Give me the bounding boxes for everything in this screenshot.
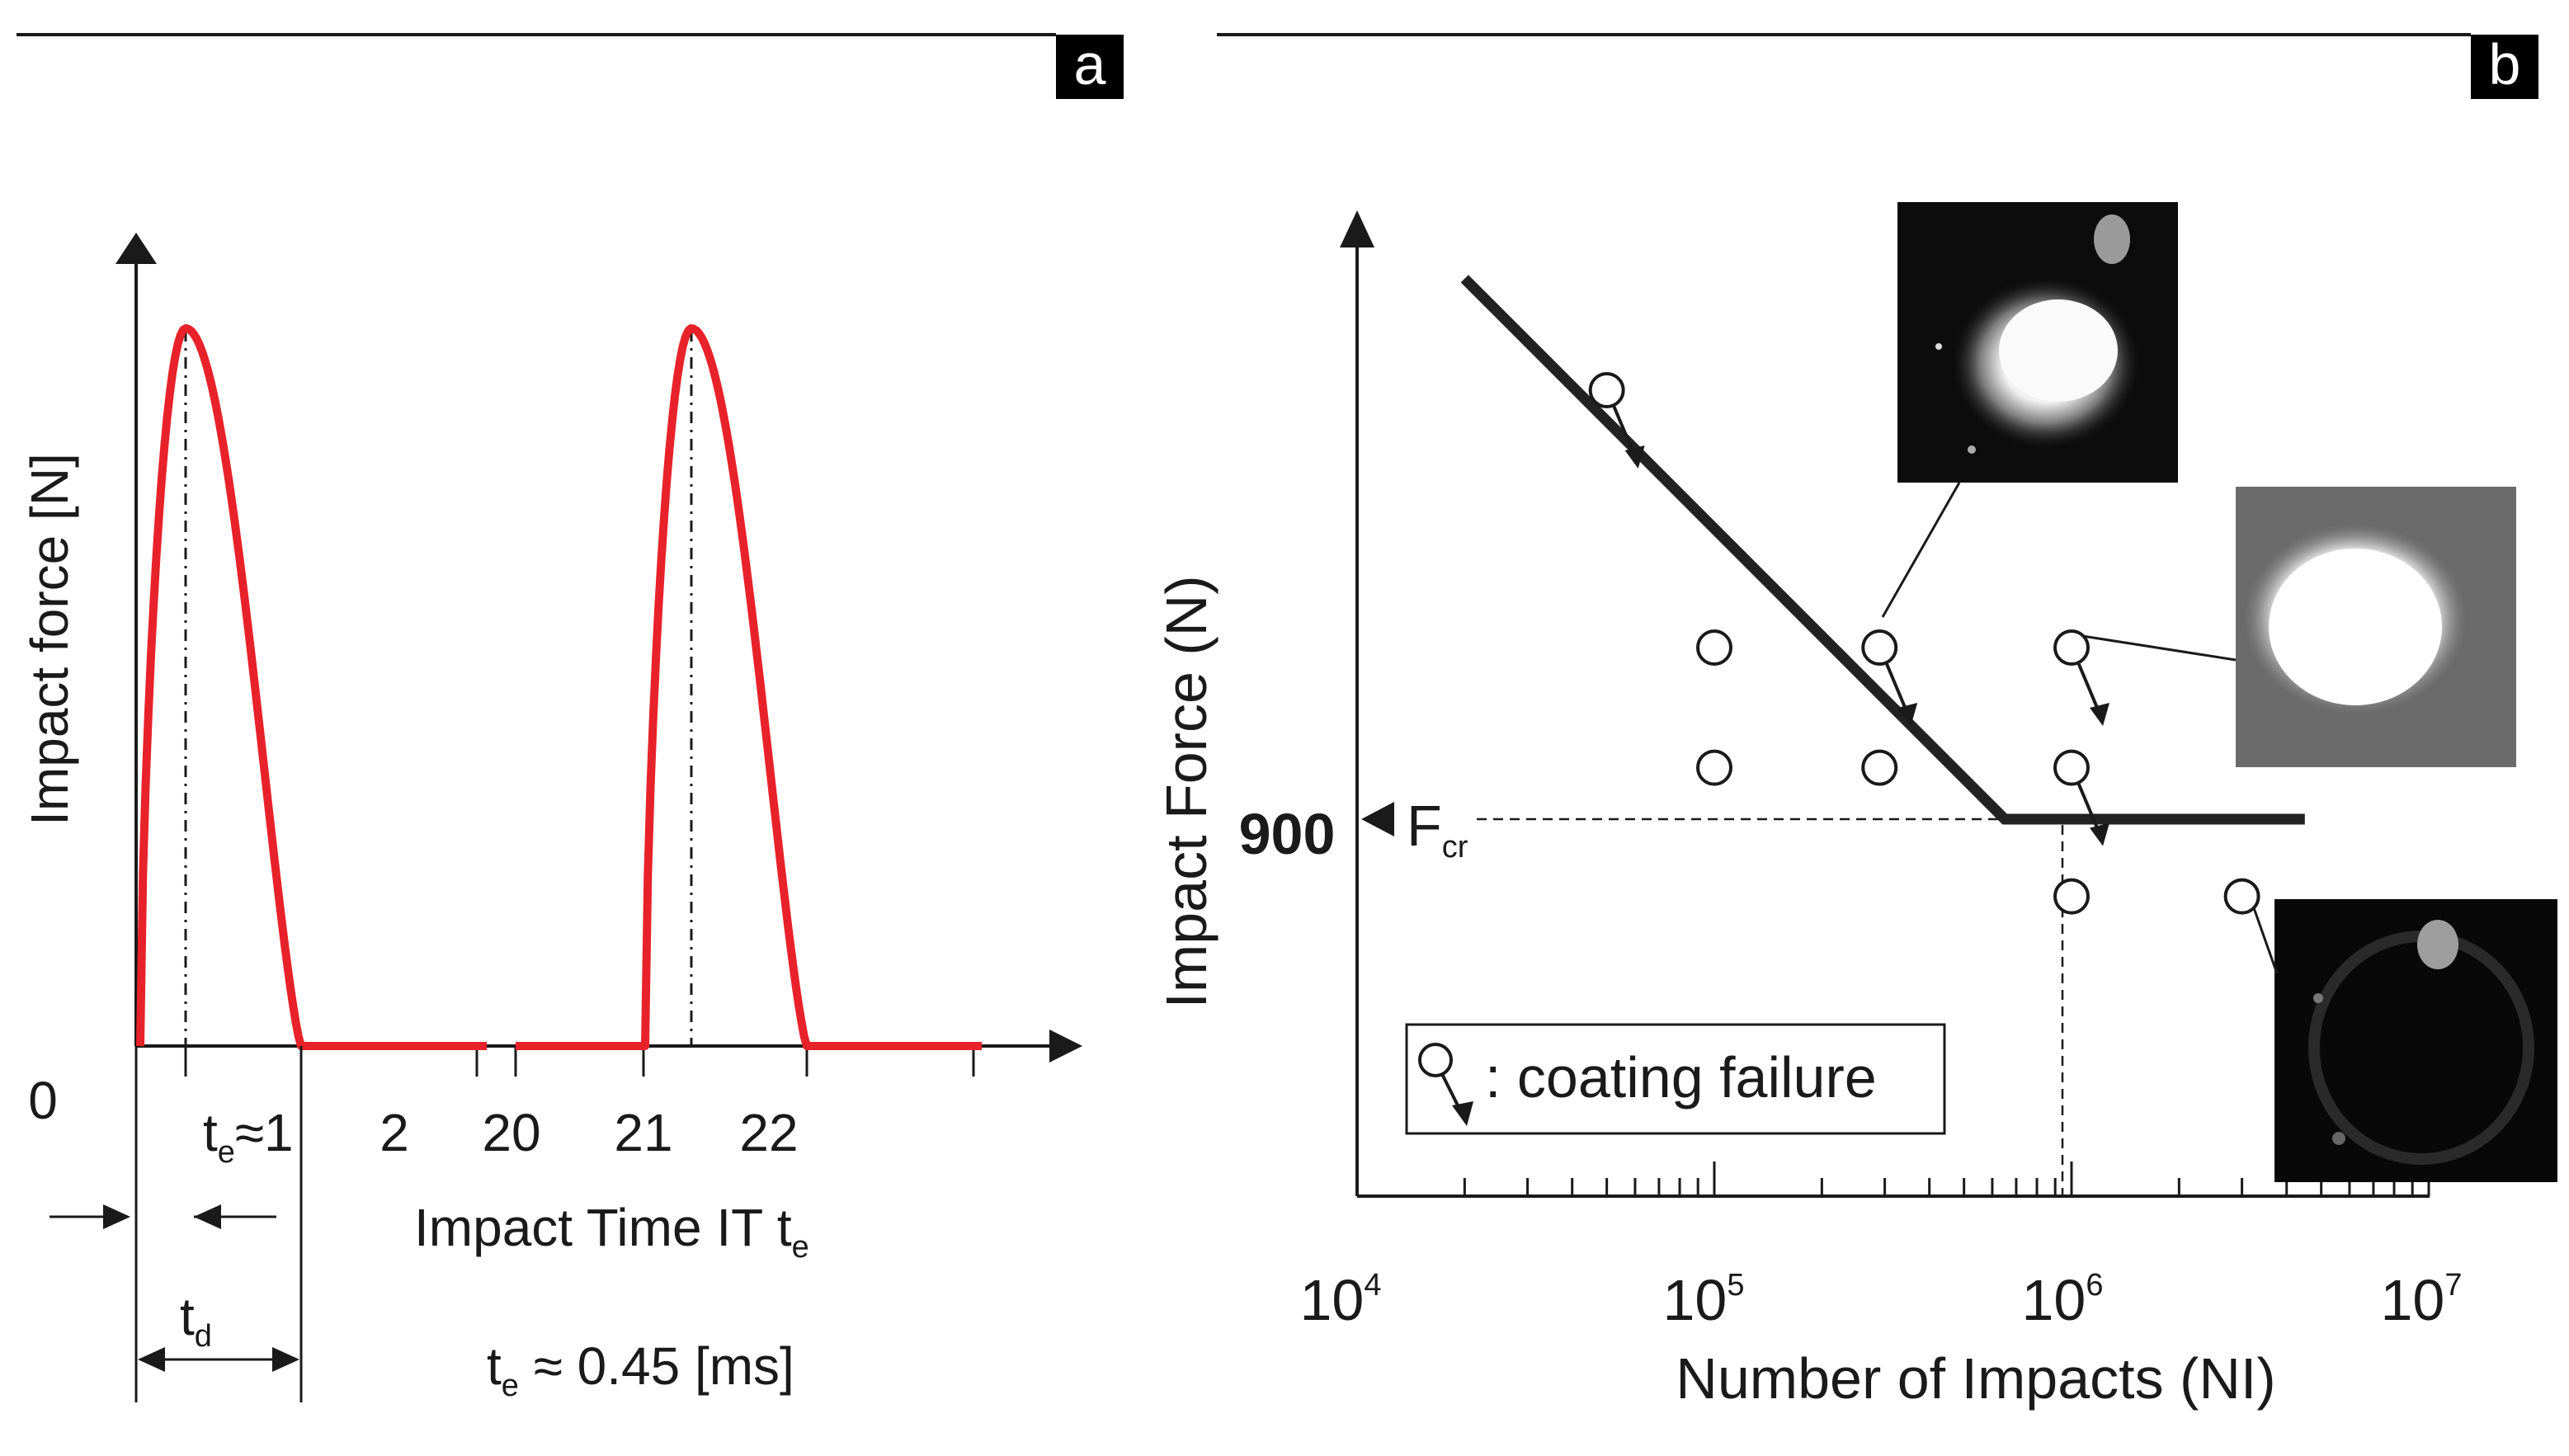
te-right-arrow-icon (194, 1204, 221, 1229)
data-points (1588, 372, 2260, 915)
x-tick-label-1e4: 104 (1299, 1268, 1381, 1332)
panel-a-label: a (1074, 32, 1106, 97)
micrograph-2 (2236, 487, 2516, 767)
panel-a: a 0 2 20 21 22 te≈1 Impact Ti (16, 32, 1124, 1403)
data-point (1696, 749, 1732, 786)
data-point (2223, 878, 2260, 915)
panel-b-y-arrow-icon (1340, 210, 1374, 247)
data-point (1861, 629, 1898, 666)
duration-formula: te ≈ 0.45 [ms] (487, 1336, 794, 1403)
panel-b-label-box (2471, 35, 2538, 99)
micrograph-1-connector (1881, 482, 1961, 618)
y-value-900: 900 (1239, 802, 1336, 866)
panel-a-x-arrow-icon (1049, 1030, 1082, 1063)
panel-b-x-tick-labels: 104 105 106 107 (1299, 1268, 2462, 1332)
legend-label: : coating failure (1485, 1045, 1877, 1110)
panel-b-x-ticks (1355, 1162, 2430, 1196)
td-arrow-right-icon (272, 1347, 299, 1372)
panel-a-x-ticks (134, 1046, 975, 1077)
impact-pulse-curve (136, 324, 982, 1050)
panel-b-label: b (2489, 32, 2521, 97)
data-point (2053, 878, 2090, 915)
te-annotation: te≈1 (203, 1103, 294, 1170)
failure-arrow (1884, 662, 1910, 714)
micrograph-3 (2274, 899, 2557, 1182)
data-point (2053, 749, 2090, 786)
x-tick-label: 22 (739, 1103, 798, 1162)
fatigue-limit-line (1460, 275, 2305, 825)
micrograph-1 (1897, 202, 2178, 483)
micrograph-2-connector (2076, 634, 2237, 662)
fcr-arrow-icon (1361, 802, 1394, 836)
panel-b: b 104 105 106 107 Number of Impacts (NI)… (1154, 32, 2557, 1411)
panel-b-y-label: Impact Force (N) (1154, 575, 1219, 1008)
micrograph-3-connector (2251, 902, 2279, 974)
x-tick-label: 0 (28, 1071, 58, 1130)
failure-arrow (2076, 781, 2101, 835)
data-point (2053, 629, 2090, 666)
data-point (1696, 629, 1732, 666)
panel-a-y-label: Impact force [N] (20, 453, 79, 826)
x-tick-label-1e7: 107 (2380, 1268, 2462, 1332)
panel-b-x-label: Number of Impacts (NI) (1676, 1346, 2275, 1411)
legend: : coating failure (1405, 1023, 1946, 1135)
x-tick-label: 20 (482, 1103, 540, 1162)
failure-arrow-icon (2090, 822, 2109, 846)
failure-arrow (2076, 662, 2101, 714)
te-left-arrow-icon (103, 1204, 130, 1229)
td-annotation: td (180, 1287, 212, 1354)
x-tick-label: 21 (614, 1103, 672, 1162)
panel-a-x-label: Impact Time IT te (414, 1198, 809, 1265)
data-point (1861, 749, 1898, 786)
failure-arrow-icon (2090, 703, 2109, 726)
x-tick-label-1e6: 106 (2021, 1268, 2103, 1332)
td-arrow-left-icon (138, 1347, 165, 1372)
failure-arrow (1611, 404, 1637, 457)
x-tick-label-1e5: 105 (1662, 1268, 1744, 1332)
data-point (1588, 372, 1625, 408)
fcr-label: Fcr (1407, 794, 1468, 865)
x-tick-label: 2 (379, 1103, 409, 1162)
legend-circle-icon (1418, 1043, 1453, 1077)
panel-a-label-box (1056, 35, 1124, 99)
failure-arrow-icon (1624, 445, 1645, 469)
panel-a-y-arrow-icon (115, 233, 157, 264)
failure-arrow-icon (1897, 703, 1918, 726)
